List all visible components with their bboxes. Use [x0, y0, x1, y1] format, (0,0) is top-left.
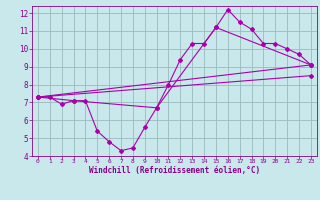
X-axis label: Windchill (Refroidissement éolien,°C): Windchill (Refroidissement éolien,°C)	[89, 166, 260, 175]
